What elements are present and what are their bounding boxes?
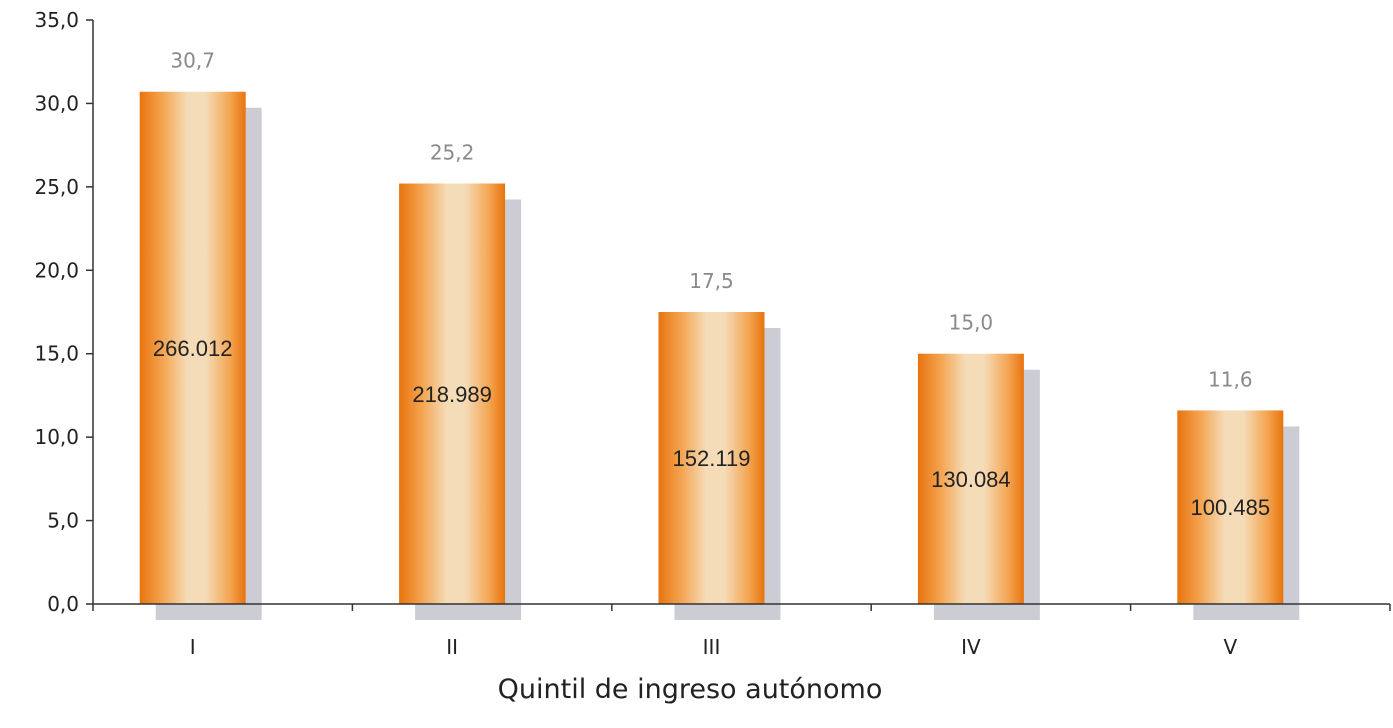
x-tick-label: V [1223,635,1237,659]
bar-inner-label: 130.084 [931,467,1011,492]
bar-value-label: 11,6 [1208,367,1253,391]
labels: 30,7 266.012 I 25,2 218.989 II 17,5 152.119 III 1… [153,49,1270,659]
x-tick-label: II [446,635,458,659]
bar [399,183,506,604]
axes: 0,0 5,0 10,0 15,0 20,0 25,0 30,0 35,0 [34,8,1391,616]
bar [658,312,765,604]
y-tick-label: 35,0 [34,8,79,32]
y-tick-label: 25,0 [34,175,79,199]
bar [1177,410,1284,604]
bar [139,91,246,604]
bar-inner-label: 100.485 [1191,495,1271,520]
x-tick-label: III [703,635,721,659]
y-tick-label: 5,0 [47,509,79,533]
bar-inner-label: 266.012 [153,336,233,361]
y-tick-label: 0,0 [47,592,79,616]
y-tick-label: 20,0 [34,258,79,282]
bar [917,353,1024,604]
x-tick-label: IV [961,635,981,659]
bar-inner-label: 152.119 [673,446,751,471]
y-tick-label: 30,0 [34,91,79,115]
y-tick-label: 10,0 [34,425,79,449]
bar-value-label: 30,7 [170,49,215,73]
y-tick-label: 15,0 [34,342,79,366]
bar-inner-label: 218.989 [412,382,492,407]
x-axis-title: Quintil de ingreso autónomo [498,674,883,705]
bars [139,91,1284,604]
bar-value-label: 25,2 [430,141,475,165]
bar-value-label: 15,0 [949,311,994,335]
x-tick-label: I [190,635,196,659]
bar-value-label: 17,5 [689,269,734,293]
